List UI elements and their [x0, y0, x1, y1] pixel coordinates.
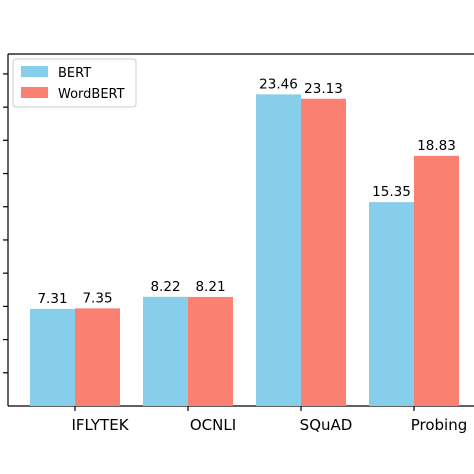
bar-wordbert-probing [414, 155, 459, 406]
legend-label-wordbert: WordBERT [58, 87, 125, 102]
x-tick-label: Probing [411, 416, 468, 434]
bar-value-label: 23.46 [259, 76, 298, 92]
bar-value-label: 7.35 [82, 290, 112, 306]
bar-value-label: 7.31 [37, 291, 67, 307]
bar-value-label: 8.22 [150, 279, 180, 295]
legend-label-bert: BERT [58, 66, 91, 81]
bar-value-label: 8.21 [195, 279, 225, 295]
x-tick-label: IFLYTEK [71, 416, 129, 434]
bar-value-label: 15.35 [372, 184, 411, 200]
bar-bert-squad [256, 94, 301, 407]
legend-swatch-wordbert [21, 87, 48, 98]
bar-value-label: 23.13 [304, 81, 343, 97]
bar-value-label: 18.83 [417, 138, 456, 154]
legend: BERT WordBERT [12, 58, 137, 108]
bar-wordbert-squad [301, 98, 346, 407]
bar-wordbert-ocnli [188, 296, 233, 406]
bar-wordbert-iflytek [75, 308, 120, 406]
bar-bert-iflytek [30, 308, 75, 406]
x-tick-label: OCNLI [190, 416, 236, 434]
x-axis-tick-labels: IFLYTEK OCNLI SQuAD Probing [71, 406, 467, 434]
bar-bert-probing [369, 202, 414, 406]
bar-bert-ocnli [143, 296, 188, 406]
bars [30, 94, 459, 407]
x-tick-label: SQuAD [300, 416, 353, 434]
y-axis-ticks [3, 73, 8, 374]
legend-swatch-bert [21, 66, 48, 77]
bar-value-labels: 7.31 7.35 8.22 8.21 23.46 23.13 15.35 18.83 [37, 76, 455, 307]
